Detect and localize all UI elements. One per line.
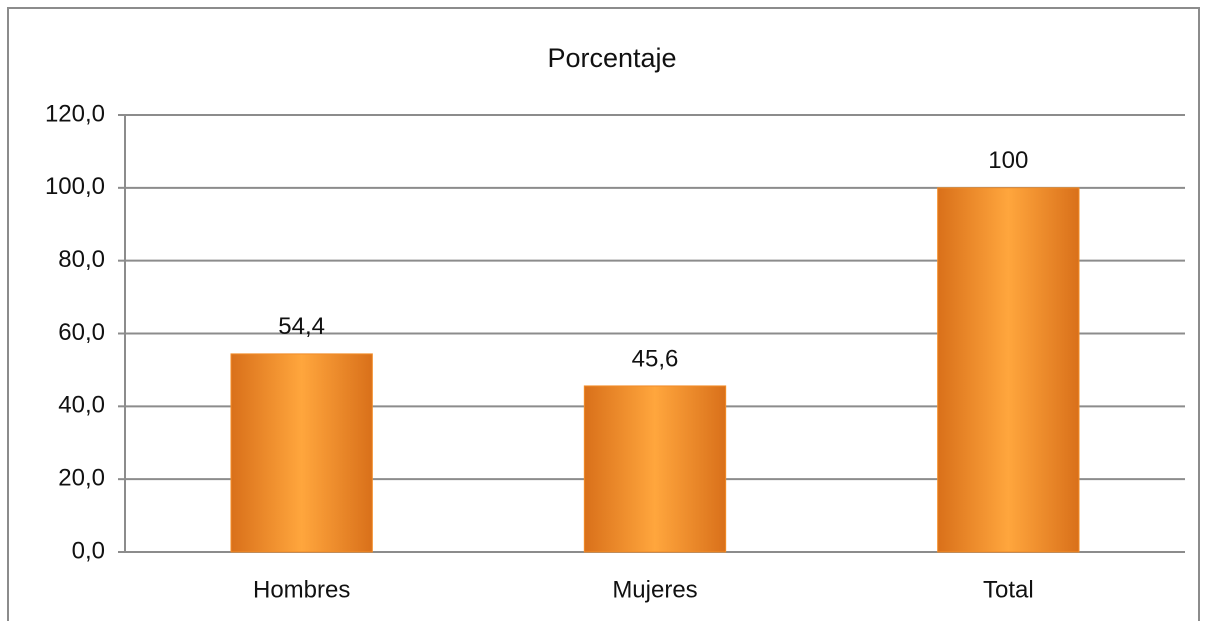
x-tick-label: Hombres — [253, 576, 350, 603]
y-tick-label: 80,0 — [58, 246, 105, 273]
y-tick-label: 0,0 — [72, 537, 105, 564]
value-label: 45,6 — [632, 345, 679, 372]
y-tick-label: 120,0 — [45, 100, 105, 127]
bar — [230, 353, 373, 553]
y-tick-label: 20,0 — [58, 465, 105, 492]
bar — [937, 187, 1080, 553]
value-label: 54,4 — [278, 313, 325, 340]
value-label: 100 — [988, 147, 1028, 174]
y-tick-label: 100,0 — [45, 173, 105, 200]
chart-title: Porcentaje — [547, 43, 676, 73]
y-tick-label: 40,0 — [58, 392, 105, 419]
x-tick-label: Mujeres — [612, 576, 697, 603]
x-tick-label: Total — [983, 576, 1034, 603]
bar — [583, 385, 727, 553]
y-tick-label: 60,0 — [58, 319, 105, 346]
